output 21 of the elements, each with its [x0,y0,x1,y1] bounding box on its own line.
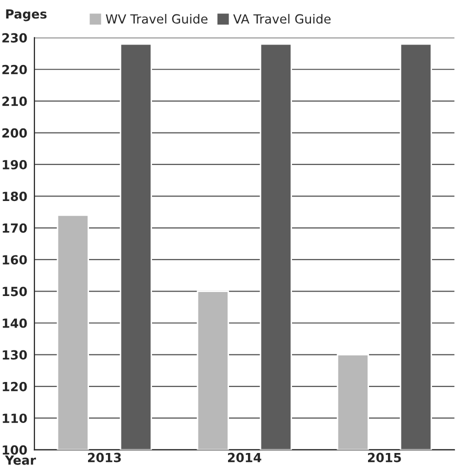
y-tick-label: 160 [2,255,27,265]
y-tick-label: 110 [2,414,27,424]
y-tick-label: 170 [2,223,27,233]
x-tick-label: 2015 [368,452,401,462]
y-tick-label: 200 [2,128,27,138]
y-tick-label: 230 [2,33,27,43]
x-axis-title: Year [4,456,36,465]
x-tick-label: 2014 [228,452,262,462]
y-tick-label: 210 [2,96,27,106]
y-axis-title: Pages [6,9,47,22]
legend-label: WV Travel Guide [106,14,208,24]
legend-label: VA Travel Guide [233,14,331,24]
y-tick-label: 120 [2,382,27,392]
y-tick-label: 180 [2,192,27,202]
y-tick-label: 100 [2,445,27,455]
y-tick-label: 150 [2,286,27,296]
x-tick-label: 2013 [88,452,121,462]
y-tick-label: 130 [2,350,27,360]
y-tick-label: 140 [2,318,27,328]
y-tick-label: 220 [2,64,27,74]
y-tick-label: 190 [2,160,27,170]
